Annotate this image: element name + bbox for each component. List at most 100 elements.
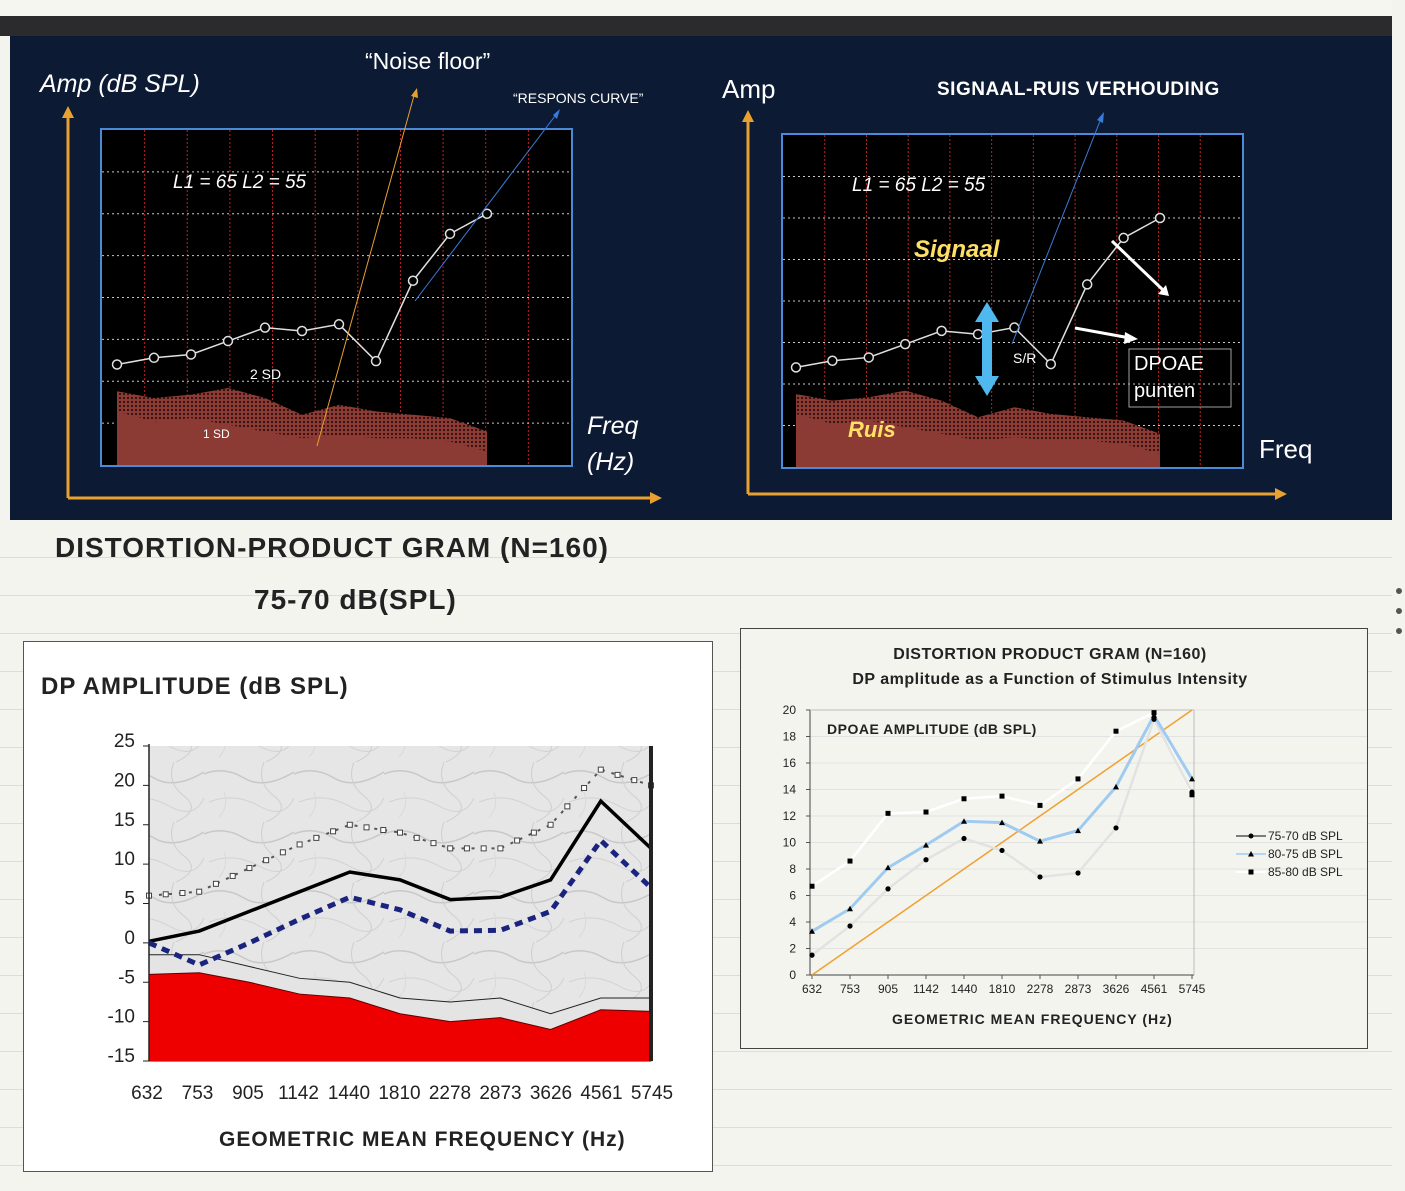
schematic-chart-left <box>62 88 662 504</box>
upper-percentile-marker <box>162 891 169 898</box>
x-tick-label: 5745 <box>1179 982 1206 996</box>
reference-line <box>811 709 1193 976</box>
response-point <box>936 325 947 337</box>
noise-floor-pointer <box>316 91 416 447</box>
response-point <box>863 352 875 363</box>
legend-entry: 80-75 dB SPL <box>1268 847 1343 861</box>
chart-title: SIGNAAL-RUIS VERHOUDING <box>937 79 1220 100</box>
series-75-70-marker <box>809 952 815 958</box>
sr-pointer <box>1011 115 1103 345</box>
series-85-80-marker <box>885 810 891 816</box>
upper-percentile-marker <box>279 849 286 856</box>
upper-percentile-marker <box>497 845 504 852</box>
series-80-75-marker <box>1113 783 1119 790</box>
response-point <box>1154 212 1166 224</box>
upper-percentile-marker <box>547 821 554 828</box>
y-tick-label: 10 <box>114 849 135 870</box>
top-band <box>0 0 1392 16</box>
x-tick-label: 753 <box>182 1083 214 1104</box>
dp-gram-panel: 25 20 15 10 5 0 -5 -10 -15 632 753 905 1142 1440 1810 2… <box>23 641 713 1172</box>
response-point <box>222 335 234 347</box>
sr-arrow-icon <box>1097 112 1104 123</box>
y-axis-label: Amp <box>722 74 776 104</box>
y-tick-label: 25 <box>114 731 135 752</box>
x-tick-label: 905 <box>232 1083 264 1104</box>
series-85-80-marker <box>961 796 967 802</box>
noise-floor-label: “Noise floor” <box>365 48 491 74</box>
series-75-70-marker <box>1113 825 1119 831</box>
series-85-80-marker <box>1113 728 1119 734</box>
y-axis-label: Amp (dB SPL) <box>40 70 200 98</box>
legend-entry: 85-80 dB SPL <box>1268 865 1343 879</box>
response-point <box>333 319 345 330</box>
x-tick-label: 2873 <box>1065 982 1092 996</box>
noise-floor-arrow-icon <box>411 88 418 98</box>
y-axis-arrow-icon <box>742 110 754 122</box>
x-tick-label: 1142 <box>278 1083 319 1104</box>
upper-percentile-marker <box>229 872 236 879</box>
series-75-70-marker <box>1075 870 1081 876</box>
dpoae-label-box <box>1128 348 1232 408</box>
x-tick-label: 1142 <box>913 982 939 996</box>
noise-lower-area <box>149 972 651 1061</box>
x-tick-label: 753 <box>840 982 860 996</box>
y-axis-label: DPOAE AMPLITUDE (dB SPL) <box>827 721 1037 737</box>
y-tick-label: -15 <box>108 1046 135 1067</box>
response-point <box>444 228 456 240</box>
x-tick-label: 1810 <box>378 1083 420 1104</box>
y-tick-label: 14 <box>783 783 797 797</box>
upper-percentile-marker <box>463 845 470 852</box>
x-tick-label: 905 <box>878 982 898 996</box>
upper-percentile-marker <box>581 785 588 791</box>
upper-percentile-marker <box>246 865 253 872</box>
chart-subtitle: DP amplitude as a Function of Stimulus I… <box>852 671 1248 688</box>
noise-lower-line <box>148 972 652 1031</box>
x-tick-label: 1810 <box>989 982 1016 996</box>
response-point <box>111 359 123 370</box>
response-point <box>370 355 382 367</box>
response-curve-label: “RESPONS CURVE” <box>513 90 644 106</box>
noise-1sd-area <box>796 413 1160 467</box>
series-80-75-marker <box>809 928 815 934</box>
series-80-75-marker <box>1189 775 1195 782</box>
legend-marker <box>1248 851 1254 857</box>
schematic-panel-left: Amp (dB SPL) “Noise floor” “RESPONS CURV… <box>10 36 720 520</box>
response-point <box>1081 279 1093 290</box>
response-point <box>899 338 911 350</box>
upper-percentile-marker <box>430 840 437 847</box>
series-85-80-marker <box>809 883 815 889</box>
schematic-chart-right <box>742 110 1287 500</box>
series-85-80-marker <box>999 793 1005 799</box>
series-85-80-marker <box>1189 792 1195 798</box>
legend-entry: 75-70 dB SPL <box>1268 829 1343 843</box>
series-85-80-marker <box>1037 802 1043 808</box>
signal-label: Signaal <box>914 236 1000 263</box>
y-tick-label: 4 <box>789 915 796 929</box>
x-tick-label: 5745 <box>631 1083 673 1104</box>
x-tick-label: 4561 <box>580 1083 622 1104</box>
sr-label: S/R <box>1013 350 1037 366</box>
series-85-80-line <box>811 710 1194 888</box>
upper-percentile-marker <box>480 845 487 852</box>
upper-percentile-marker <box>313 834 320 841</box>
chart-title: DISTORTION PRODUCT GRAM (N=160) <box>893 646 1207 663</box>
more-options-icon[interactable] <box>1393 588 1405 648</box>
upper-percentile-marker <box>631 777 638 784</box>
dpoae-label-sub: punten <box>1134 380 1196 402</box>
y-axis-label: DP AMPLITUDE (dB SPL) <box>41 673 349 700</box>
upper-percentile-marker <box>380 827 387 833</box>
legend-marker <box>1248 833 1254 839</box>
response-point <box>185 349 197 360</box>
upper-percentile-marker <box>330 828 337 835</box>
y-tick-label: 0 <box>789 968 796 982</box>
upper-percentile-marker <box>363 824 370 831</box>
dp-gram-chart: 25 20 15 10 5 0 -5 -10 -15 632 753 905 1142 1440 1810 2… <box>108 731 674 1104</box>
x-tick-label: 2873 <box>479 1083 521 1104</box>
dp-gram-subtitle: 75-70 dB(SPL) <box>254 584 457 615</box>
noise-1sd-area <box>117 411 487 465</box>
noise-label: Ruis <box>848 417 896 442</box>
y-tick-label: 2 <box>789 942 796 956</box>
series-85-80-marker <box>1151 710 1157 716</box>
y-tick-label: 15 <box>114 810 135 831</box>
